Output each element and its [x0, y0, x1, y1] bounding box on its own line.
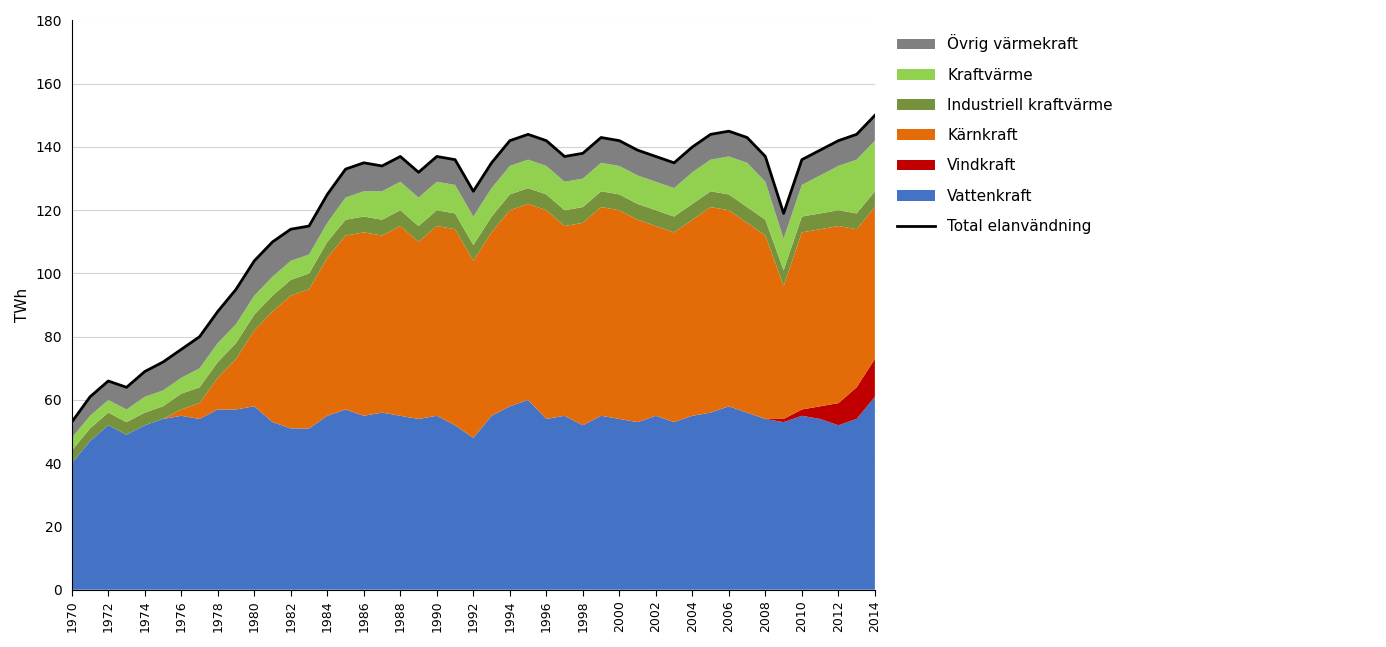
Legend: Övrig värmekraft, Kraftvärme, Industriell kraftvärme, Kärnkraft, Vindkraft, Vatt: Övrig värmekraft, Kraftvärme, Industriel… [891, 28, 1119, 240]
Y-axis label: TWh: TWh [15, 288, 30, 322]
